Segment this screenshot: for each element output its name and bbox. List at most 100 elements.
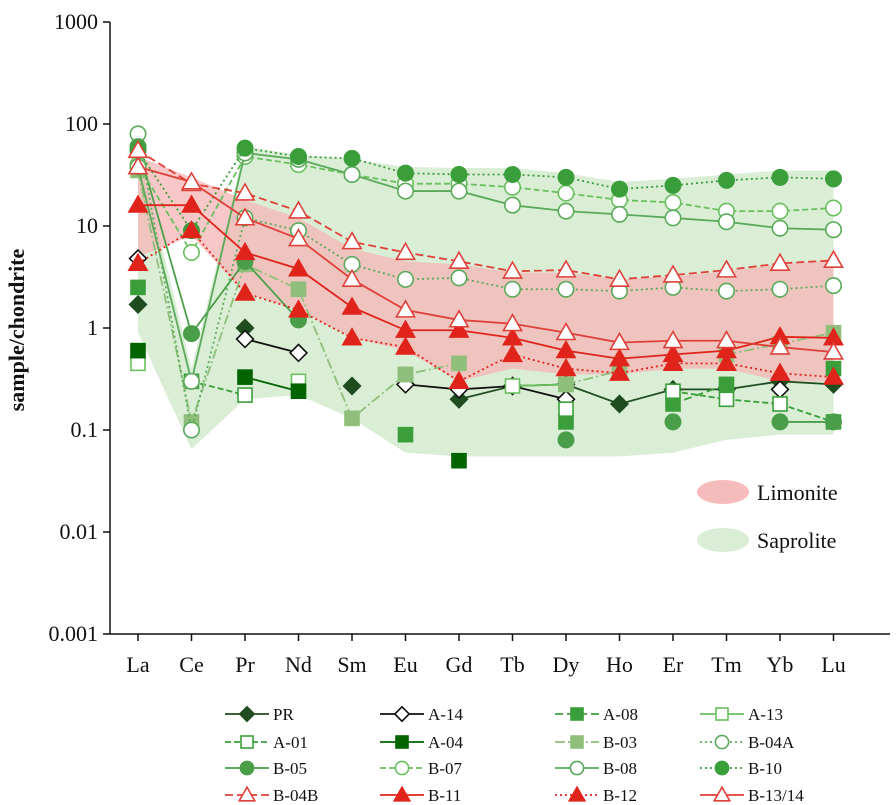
data-point-b-10 xyxy=(824,170,842,188)
data-point-a-01 xyxy=(665,383,681,400)
legend-label: A-14 xyxy=(428,705,463,724)
x-tick-label: Sm xyxy=(337,652,366,677)
legend-entry-b-04a: B-04A xyxy=(700,733,795,752)
legend-entry-b-08: B-08 xyxy=(555,759,637,778)
data-point-b-10 xyxy=(289,148,307,166)
data-point-b-13-14 xyxy=(502,313,523,332)
x-tick-label: Dy xyxy=(553,652,580,677)
x-tick-label: Lu xyxy=(821,652,845,677)
data-point-pr xyxy=(449,389,469,409)
series-line-b-10 xyxy=(137,147,834,233)
series-line-a-01 xyxy=(191,380,246,396)
series-line-a-01 xyxy=(672,390,834,423)
legend-band-label: Limonite xyxy=(757,480,838,505)
data-point-a-14 xyxy=(235,329,255,349)
data-point-b-04a xyxy=(396,270,414,288)
series-line-b-04b xyxy=(137,149,834,281)
data-point-b-04b xyxy=(769,252,791,272)
x-tick-label: Ho xyxy=(606,652,633,677)
data-point-b-12 xyxy=(234,282,256,301)
legend-entry-b-05: B-05 xyxy=(225,759,307,778)
data-point-b-08 xyxy=(824,221,842,239)
data-point-b-08 xyxy=(450,182,468,200)
data-point-b-11 xyxy=(341,296,363,315)
legend-entry-a-08: A-08 xyxy=(555,705,638,724)
data-point-b-13-14 xyxy=(662,330,684,349)
data-point-b-03 xyxy=(290,281,307,298)
data-point-b-12 xyxy=(502,343,523,363)
data-point-b-05 xyxy=(824,413,842,431)
data-point-b-11 xyxy=(288,258,309,277)
legend-entry-b-10: B-10 xyxy=(700,759,782,778)
data-point-a-14 xyxy=(288,343,309,363)
data-point-b-08 xyxy=(396,182,414,200)
legend-band-saprolite: Saprolite xyxy=(697,528,836,553)
data-point-a-04 xyxy=(290,383,307,400)
data-point-b-07 xyxy=(824,199,842,217)
series-line-b-11 xyxy=(138,204,834,360)
data-point-b-10 xyxy=(717,171,735,189)
data-point-b-03 xyxy=(558,376,574,393)
series-line-b-05 xyxy=(137,146,300,336)
series-line-a-14 xyxy=(405,383,567,401)
data-point-a-08 xyxy=(665,396,681,412)
y-tick-label: 0.1 xyxy=(71,417,99,442)
data-point-b-10 xyxy=(343,149,361,167)
legend-entry-b-11: B-11 xyxy=(380,785,461,805)
data-point-b-12 xyxy=(555,357,577,377)
legend-marker xyxy=(395,735,409,749)
legend-marker xyxy=(394,760,410,776)
data-point-b-12 xyxy=(288,299,309,318)
x-tick-label: Tb xyxy=(500,652,524,677)
legend-entry-a-04: A-04 xyxy=(380,733,463,752)
series-line-b-07 xyxy=(137,155,834,255)
legend-entry-pr: PR xyxy=(225,705,294,724)
data-point-pr xyxy=(609,394,630,414)
data-point-b-04b xyxy=(716,259,737,278)
data-point-b-04b xyxy=(662,264,684,283)
y-tick-label: 1000 xyxy=(54,9,98,34)
data-point-b-12 xyxy=(609,362,630,381)
data-point-b-04b xyxy=(395,241,416,261)
data-point-b-03 xyxy=(451,355,467,372)
x-tick-label: La xyxy=(126,652,149,677)
data-point-b-12 xyxy=(127,252,149,272)
legend: Saprolite Limonite PR A-14 A-08 A-13 A-01 A-04 B… xyxy=(225,480,838,805)
legend-label: B-10 xyxy=(748,759,782,778)
data-point-b-08 xyxy=(717,213,735,231)
series-line-a-08 xyxy=(672,383,727,405)
legend-entry-a-13: A-13 xyxy=(700,705,783,724)
data-point-b-12 xyxy=(448,370,470,389)
data-point-b-08 xyxy=(771,219,789,237)
data-point-b-13-14 xyxy=(555,321,577,341)
data-point-a-08 xyxy=(130,279,146,296)
axes: 0.001 0.01 0.1 1 10 100 1000 La Ce Pr Nd Sm Eu Gd Tb Dy… xyxy=(49,9,890,677)
series-line-a-04 xyxy=(244,376,299,393)
data-point-b-10 xyxy=(557,168,575,186)
legend-label: A-13 xyxy=(748,705,783,724)
data-point-b-10 xyxy=(236,139,254,157)
legend-label: B-12 xyxy=(603,786,637,805)
data-point-b-04b xyxy=(823,249,844,269)
data-point-b-03 xyxy=(397,366,414,383)
legend-marker xyxy=(715,707,729,721)
data-point-a-01 xyxy=(718,391,735,408)
data-point-b-08 xyxy=(557,202,575,220)
data-point-b-13-14 xyxy=(234,207,256,226)
series-line-b-04a xyxy=(137,133,834,431)
data-point-b-13-14 xyxy=(716,330,737,349)
data-point-b-07 xyxy=(557,184,575,202)
legend-entry-b-13-14: B-13/14 xyxy=(700,785,804,805)
y-tick-label: 100 xyxy=(65,111,98,136)
legend-label: B-11 xyxy=(428,786,461,805)
legend-label: A-08 xyxy=(603,705,638,724)
data-point-b-04b xyxy=(609,268,630,287)
data-point-b-11 xyxy=(181,194,202,213)
legend-marker xyxy=(239,760,255,776)
data-point-b-13-14 xyxy=(769,336,791,355)
legend-marker xyxy=(714,734,730,750)
data-point-b-13-14 xyxy=(448,309,470,328)
y-tick-label: 0.001 xyxy=(49,621,99,646)
series-line-b-03 xyxy=(565,369,620,386)
data-point-b-13-14 xyxy=(341,268,363,287)
